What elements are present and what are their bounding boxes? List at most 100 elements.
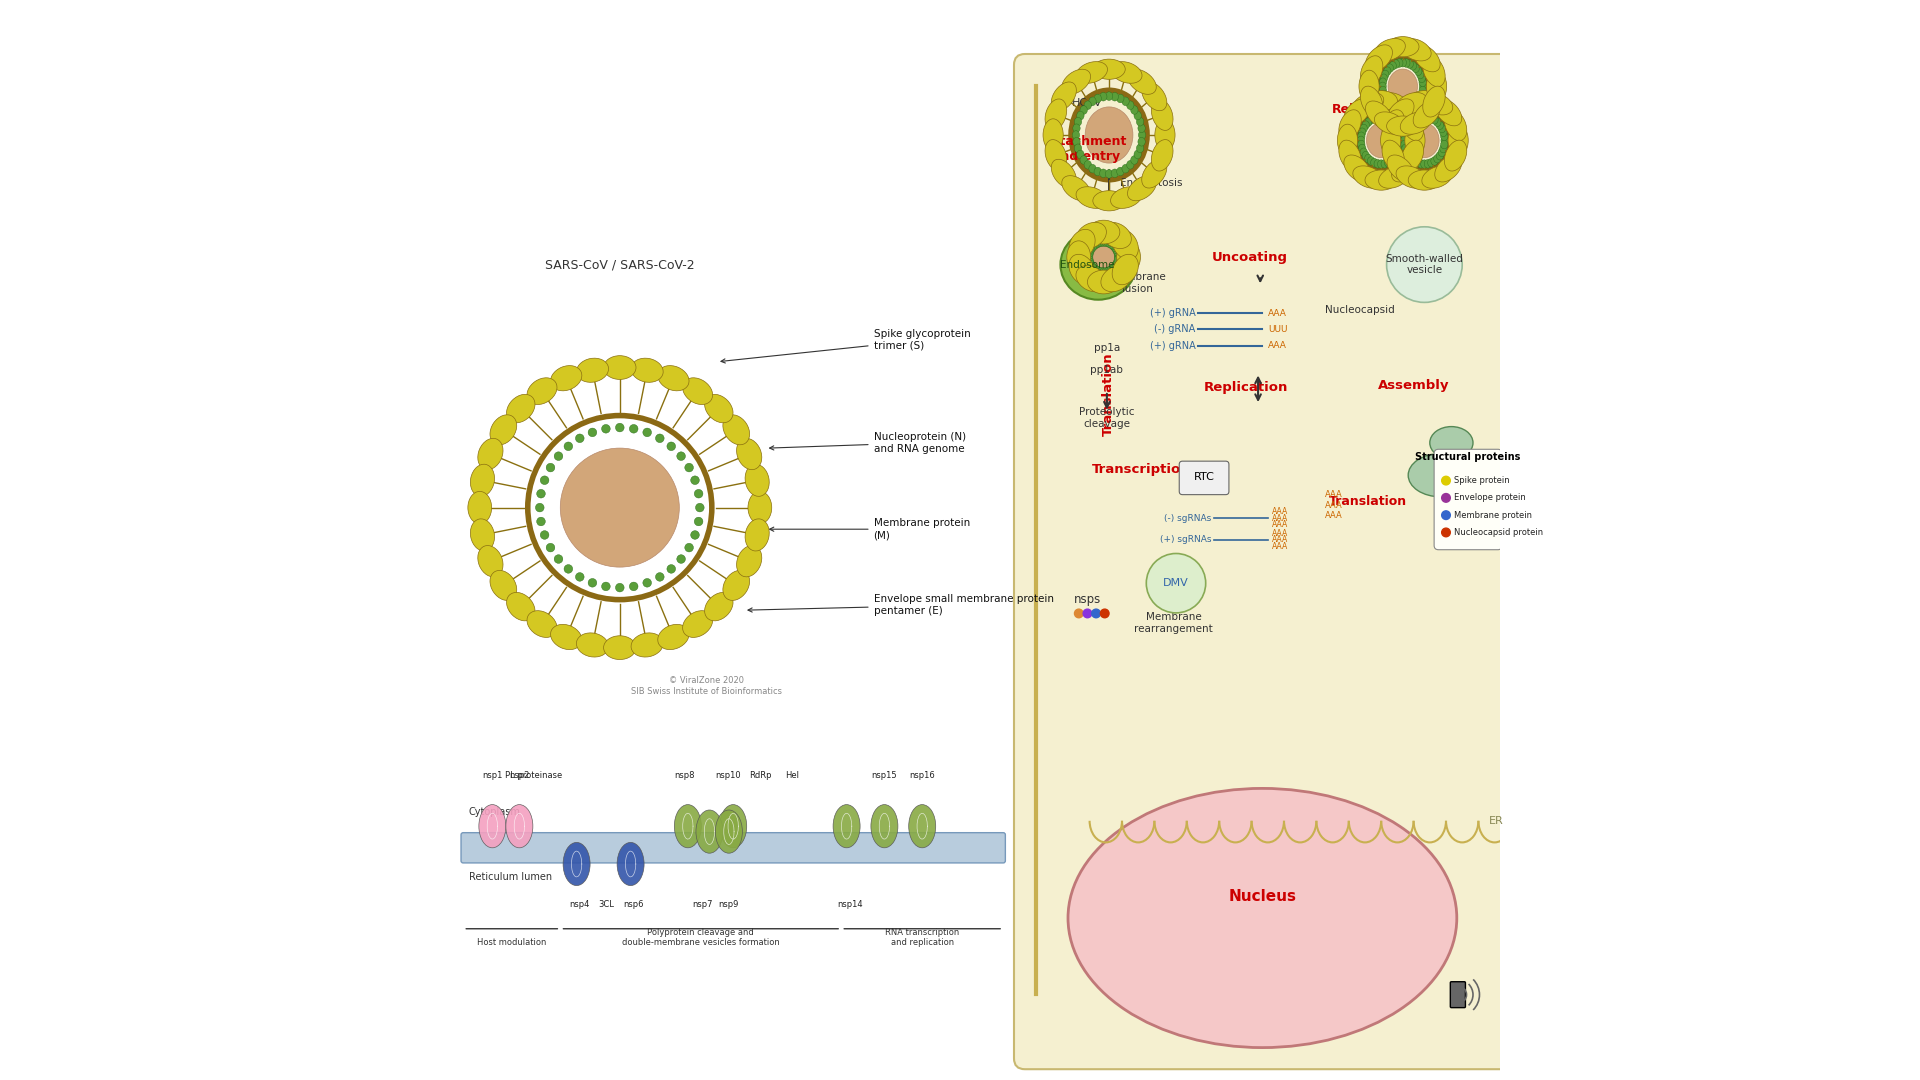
Ellipse shape (632, 359, 662, 382)
Ellipse shape (872, 805, 899, 848)
Ellipse shape (1087, 245, 1094, 254)
Ellipse shape (1425, 160, 1432, 168)
Ellipse shape (1338, 140, 1361, 171)
Text: AAA: AAA (1325, 512, 1342, 521)
Text: Smooth-walled
vesicle: Smooth-walled vesicle (1386, 254, 1463, 275)
Ellipse shape (1396, 127, 1404, 136)
Ellipse shape (1110, 241, 1117, 249)
Ellipse shape (630, 582, 637, 591)
Ellipse shape (1400, 136, 1407, 145)
Ellipse shape (1405, 105, 1413, 113)
Ellipse shape (1405, 151, 1413, 160)
Ellipse shape (1375, 160, 1380, 168)
Ellipse shape (1444, 140, 1467, 171)
Ellipse shape (1361, 86, 1382, 117)
Ellipse shape (1085, 161, 1091, 170)
Ellipse shape (1139, 124, 1144, 133)
Ellipse shape (655, 572, 664, 581)
Ellipse shape (1394, 151, 1400, 160)
Ellipse shape (1367, 116, 1375, 124)
Ellipse shape (526, 610, 557, 637)
Ellipse shape (1102, 268, 1110, 276)
Text: SARS-CoV / SARS-CoV-2: SARS-CoV / SARS-CoV-2 (545, 258, 695, 271)
Text: nsp8: nsp8 (674, 771, 695, 780)
Ellipse shape (1379, 82, 1386, 91)
Ellipse shape (564, 442, 572, 450)
Ellipse shape (1131, 106, 1139, 114)
Ellipse shape (576, 359, 609, 382)
Ellipse shape (616, 842, 643, 886)
Ellipse shape (507, 593, 536, 621)
Ellipse shape (1405, 124, 1425, 157)
Ellipse shape (545, 463, 555, 472)
Ellipse shape (1112, 243, 1119, 252)
Ellipse shape (1106, 266, 1116, 274)
Ellipse shape (1100, 93, 1108, 102)
Ellipse shape (1092, 59, 1125, 79)
Ellipse shape (1075, 144, 1081, 152)
Ellipse shape (1448, 124, 1469, 157)
Ellipse shape (545, 543, 555, 552)
Ellipse shape (1440, 136, 1448, 145)
Ellipse shape (1365, 118, 1373, 126)
Ellipse shape (1091, 241, 1098, 249)
Ellipse shape (1380, 160, 1388, 168)
Ellipse shape (1411, 100, 1419, 109)
Ellipse shape (737, 438, 762, 470)
Text: nsp1: nsp1 (482, 771, 503, 780)
Ellipse shape (603, 355, 636, 379)
Ellipse shape (1092, 246, 1114, 268)
Text: AAA: AAA (1273, 536, 1288, 544)
Ellipse shape (1127, 69, 1156, 94)
Text: Polyprotein cleavage and
double-membrane vesicles formation: Polyprotein cleavage and double-membrane… (622, 928, 780, 947)
Ellipse shape (1075, 222, 1106, 248)
Ellipse shape (1423, 93, 1453, 114)
Ellipse shape (1114, 255, 1123, 264)
Ellipse shape (1386, 154, 1413, 181)
Text: Transcription: Transcription (1092, 463, 1190, 476)
Ellipse shape (1396, 166, 1427, 188)
Text: Attachment
and entry: Attachment and entry (1044, 135, 1127, 163)
Ellipse shape (1127, 100, 1135, 109)
Text: Release: Release (1332, 104, 1386, 117)
Ellipse shape (1357, 140, 1365, 149)
Ellipse shape (1152, 139, 1173, 171)
Ellipse shape (659, 624, 689, 649)
Ellipse shape (1069, 254, 1094, 285)
Ellipse shape (1384, 67, 1390, 76)
Text: Proteolytic
cleavage: Proteolytic cleavage (1079, 407, 1135, 429)
Ellipse shape (564, 565, 572, 573)
Ellipse shape (1386, 116, 1419, 136)
Ellipse shape (1405, 121, 1413, 130)
Ellipse shape (1407, 118, 1415, 126)
Ellipse shape (576, 434, 584, 443)
Text: nsp9: nsp9 (718, 901, 739, 909)
Text: (-) gRNA: (-) gRNA (1154, 324, 1196, 335)
Ellipse shape (1365, 154, 1373, 163)
Ellipse shape (1139, 131, 1146, 139)
Ellipse shape (505, 805, 534, 848)
Ellipse shape (1338, 110, 1361, 140)
Ellipse shape (705, 394, 733, 422)
Ellipse shape (1146, 553, 1206, 613)
Ellipse shape (1388, 103, 1396, 111)
Ellipse shape (1446, 473, 1478, 499)
Ellipse shape (1409, 103, 1417, 111)
Text: pp1a: pp1a (1094, 343, 1119, 353)
Ellipse shape (1392, 154, 1419, 181)
Ellipse shape (724, 415, 749, 445)
Ellipse shape (478, 438, 503, 470)
Ellipse shape (1089, 97, 1096, 106)
Ellipse shape (551, 366, 582, 391)
Ellipse shape (749, 491, 772, 524)
Ellipse shape (1077, 111, 1085, 120)
Ellipse shape (1423, 56, 1446, 86)
Ellipse shape (1407, 170, 1440, 190)
Ellipse shape (643, 428, 651, 436)
Ellipse shape (1371, 159, 1379, 167)
Ellipse shape (1096, 268, 1106, 276)
Ellipse shape (1100, 238, 1108, 246)
Text: HCoV: HCoV (1071, 98, 1102, 108)
Ellipse shape (1380, 91, 1388, 99)
Text: Membrane
rearrangement: Membrane rearrangement (1135, 612, 1213, 634)
